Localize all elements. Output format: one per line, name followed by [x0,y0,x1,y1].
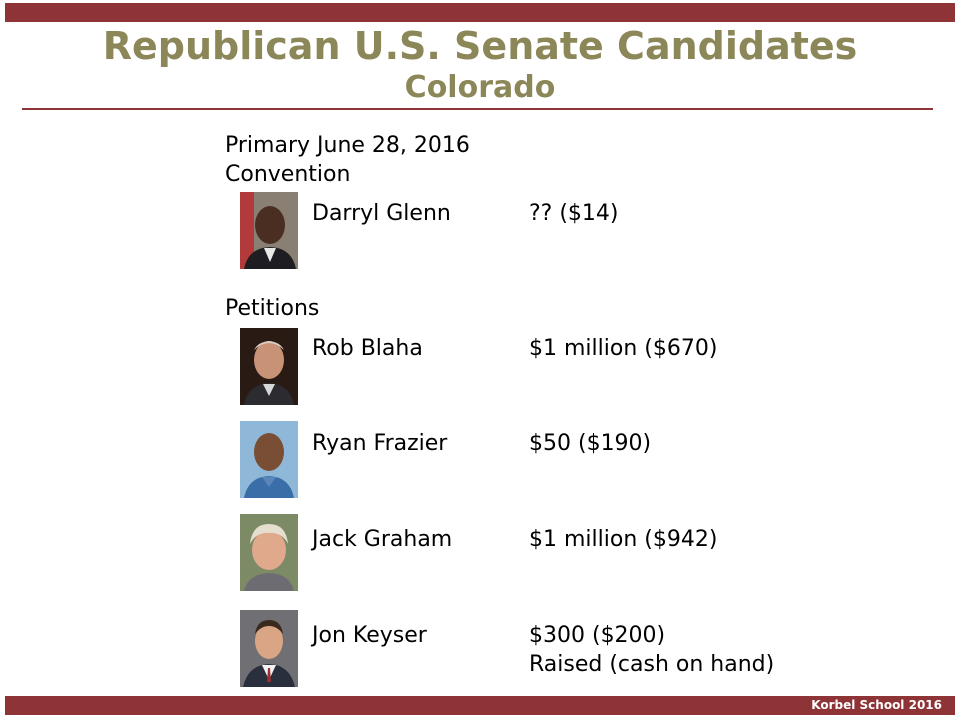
candidate-funds: $1 million ($942) [529,527,718,552]
candidate-funds: $1 million ($670) [529,336,718,361]
candidate-photo-frazier [240,421,298,498]
slide-title: Republican U.S. Senate Candidates [102,24,858,68]
candidate-name: Ryan Frazier [312,431,448,456]
candidate-name: Jon Keyser [312,623,427,648]
top-accent-bar [5,3,955,22]
candidate-funds: $50 ($190) [529,431,652,456]
candidate-name: Darryl Glenn [312,201,451,226]
candidate-photo-graham [240,514,298,591]
title-divider [22,108,933,110]
slide-subtitle: Colorado [404,70,556,105]
candidate-photo-icon [240,328,298,405]
candidate-photo-blaha [240,328,298,405]
candidate-name: Rob Blaha [312,336,423,361]
candidate-photo-icon [240,514,298,591]
candidate-photo-icon [240,421,298,498]
candidate-photo-glenn [240,192,298,269]
candidate-funds: ?? ($14) [529,201,619,226]
candidate-photo-icon [240,610,298,687]
candidate-name: Jack Graham [312,527,453,552]
footer-label: Korbel School 2016 [811,698,942,712]
convention-heading: Convention [225,162,351,187]
funds-legend-note: Raised (cash on hand) [529,652,775,677]
petitions-heading: Petitions [225,296,320,321]
candidate-photo-icon [240,192,298,269]
candidate-photo-keyser [240,610,298,687]
primary-date: Primary June 28, 2016 [225,133,470,158]
candidate-funds: $300 ($200) [529,623,666,648]
bottom-accent-bar [5,696,955,715]
